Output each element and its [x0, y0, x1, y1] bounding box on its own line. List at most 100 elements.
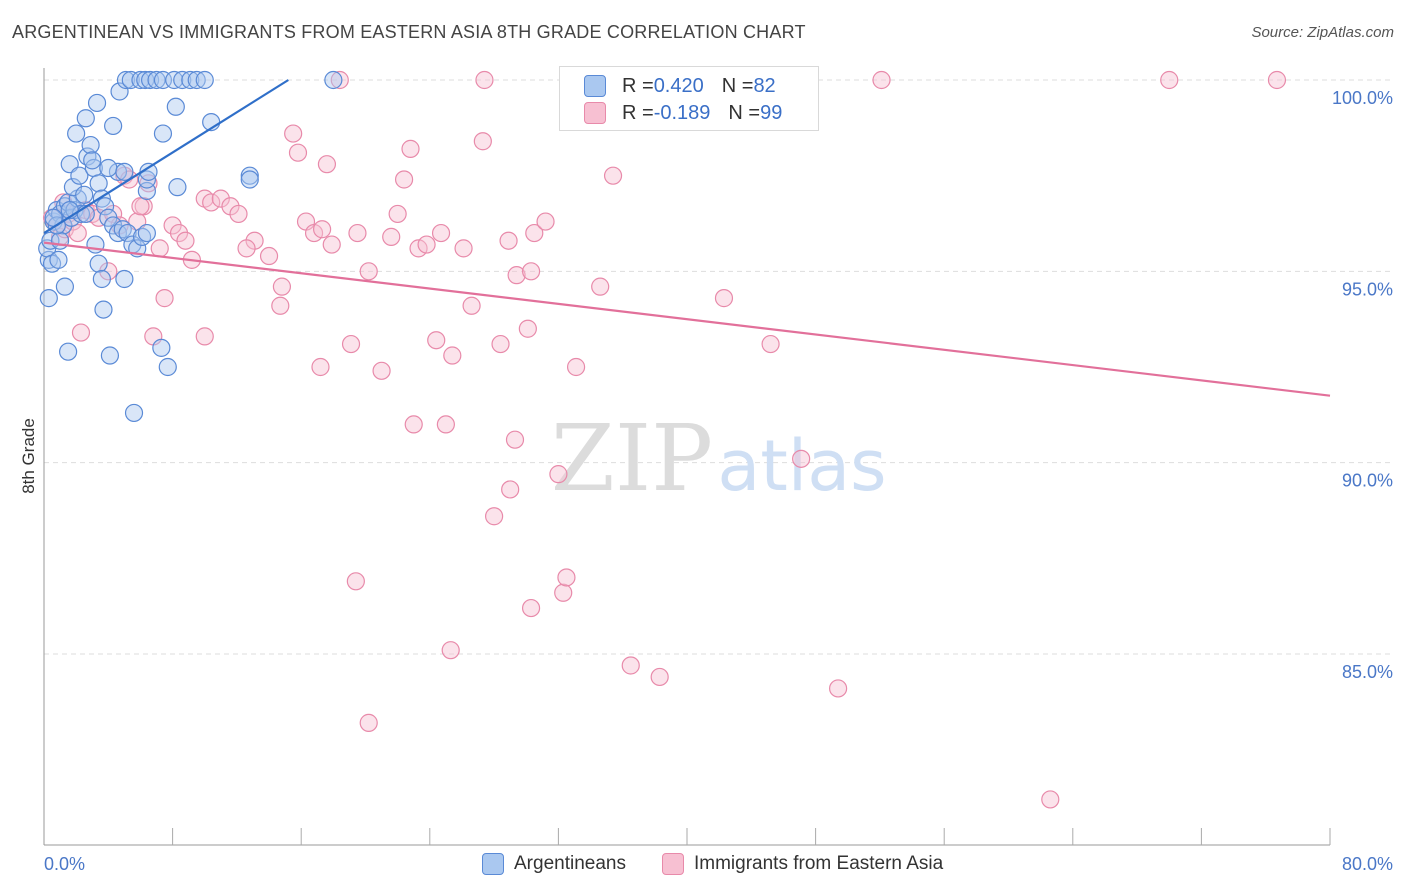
point-immigrants [348, 223, 367, 243]
point-immigrants [155, 289, 174, 308]
point-immigrants [195, 327, 214, 346]
point-immigrants [505, 430, 525, 449]
point-immigrants [591, 277, 610, 296]
point-argentineans [100, 346, 120, 365]
watermark-atlas: atlas [717, 425, 886, 507]
point-immigrants [485, 507, 504, 526]
point-argentineans [115, 269, 134, 289]
point-argentineans [55, 277, 74, 296]
point-immigrants [284, 124, 303, 143]
legend-r-value: -0.189 [653, 101, 711, 124]
point-immigrants [761, 334, 780, 354]
legend-swatch-blue [482, 853, 504, 875]
point-argentineans [116, 70, 136, 90]
point-immigrants [176, 231, 195, 250]
point-argentineans [95, 197, 115, 216]
point-immigrants [131, 197, 150, 216]
point-immigrants [549, 465, 568, 484]
point-argentineans [152, 338, 171, 357]
point-immigrants [436, 415, 455, 434]
stats-legend: R = 0.420 N = 82 R = -0.189 N = 99 [559, 66, 819, 131]
point-immigrants [536, 212, 555, 231]
point-argentineans [137, 170, 156, 189]
trend-line-argentineans [43, 79, 289, 234]
point-immigrants [341, 334, 361, 354]
point-immigrants [330, 70, 349, 90]
point-immigrants [372, 361, 391, 380]
point-immigrants [491, 334, 510, 354]
point-argentineans [140, 70, 160, 90]
point-immigrants [68, 223, 87, 243]
point-immigrants [525, 223, 544, 243]
point-immigrants [521, 598, 541, 618]
point-immigrants [394, 170, 414, 189]
point-immigrants [829, 679, 848, 698]
trend-lines [43, 79, 1331, 397]
point-immigrants [359, 713, 378, 732]
point-immigrants [554, 583, 573, 602]
point-immigrants [71, 323, 91, 342]
series-immigrants-points [42, 70, 1287, 809]
legend-row-argentineans: R = 0.420 N = 82 [584, 73, 776, 99]
point-immigrants [621, 656, 640, 675]
point-immigrants [507, 266, 526, 285]
legend-label: Argentineans [514, 853, 626, 874]
point-immigrants [473, 132, 492, 151]
point-immigrants [259, 246, 279, 266]
legend-r-value: 0.420 [653, 74, 704, 97]
point-immigrants [454, 239, 473, 258]
watermark-zip: ZIP [551, 405, 713, 512]
point-argentineans [89, 254, 108, 273]
point-immigrants [288, 143, 308, 162]
bottom-legend-immigrants: Immigrants from Eastern Asia [662, 851, 943, 877]
legend-label: Immigrants from Eastern Asia [694, 853, 944, 874]
point-argentineans [39, 289, 58, 308]
point-immigrants [359, 262, 378, 281]
point-immigrants [431, 223, 451, 243]
point-immigrants [271, 296, 290, 315]
point-argentineans [110, 82, 129, 101]
bottom-legend-argentineans: Argentineans [482, 851, 626, 877]
point-argentineans [137, 223, 156, 243]
point-argentineans [70, 166, 89, 185]
point-argentineans [108, 162, 128, 181]
point-immigrants [388, 204, 407, 224]
point-argentineans [75, 185, 94, 204]
x-tick-label-min: 0.0% [44, 854, 85, 874]
trend-line-immigrants [43, 241, 1331, 397]
point-immigrants [872, 70, 891, 90]
point-immigrants [462, 296, 481, 315]
point-argentineans [121, 70, 140, 90]
point-argentineans [153, 124, 173, 143]
point-immigrants [312, 220, 332, 239]
grid-lines [44, 79, 1393, 655]
legend-r-label: R = [622, 74, 654, 97]
point-immigrants [650, 667, 669, 687]
point-immigrants [211, 189, 230, 208]
point-immigrants [792, 449, 811, 468]
legend-n-label: N = [721, 74, 754, 97]
legend-r-label: R = [622, 101, 654, 124]
point-immigrants [501, 480, 520, 499]
point-argentineans [81, 135, 100, 155]
point-argentineans [99, 158, 118, 178]
point-argentineans [181, 70, 200, 90]
point-immigrants [1160, 70, 1179, 90]
point-immigrants [499, 231, 518, 250]
point-immigrants [382, 227, 401, 246]
point-immigrants [714, 289, 734, 308]
source-label: Source: ZipAtlas.com [1251, 24, 1394, 41]
point-argentineans [166, 97, 185, 116]
point-argentineans [76, 109, 95, 128]
point-immigrants [566, 357, 586, 377]
point-argentineans [324, 70, 343, 90]
y-tick-labels: 85.0% 90.0% 95.0% 100.0% [1332, 88, 1393, 682]
point-immigrants [311, 357, 330, 377]
y-axis-label: 8th Grade [19, 418, 38, 494]
point-immigrants [401, 139, 420, 158]
point-argentineans [50, 231, 70, 250]
point-argentineans [83, 151, 102, 170]
point-argentineans [168, 178, 187, 197]
y-tick-label: 85.0% [1342, 662, 1393, 682]
